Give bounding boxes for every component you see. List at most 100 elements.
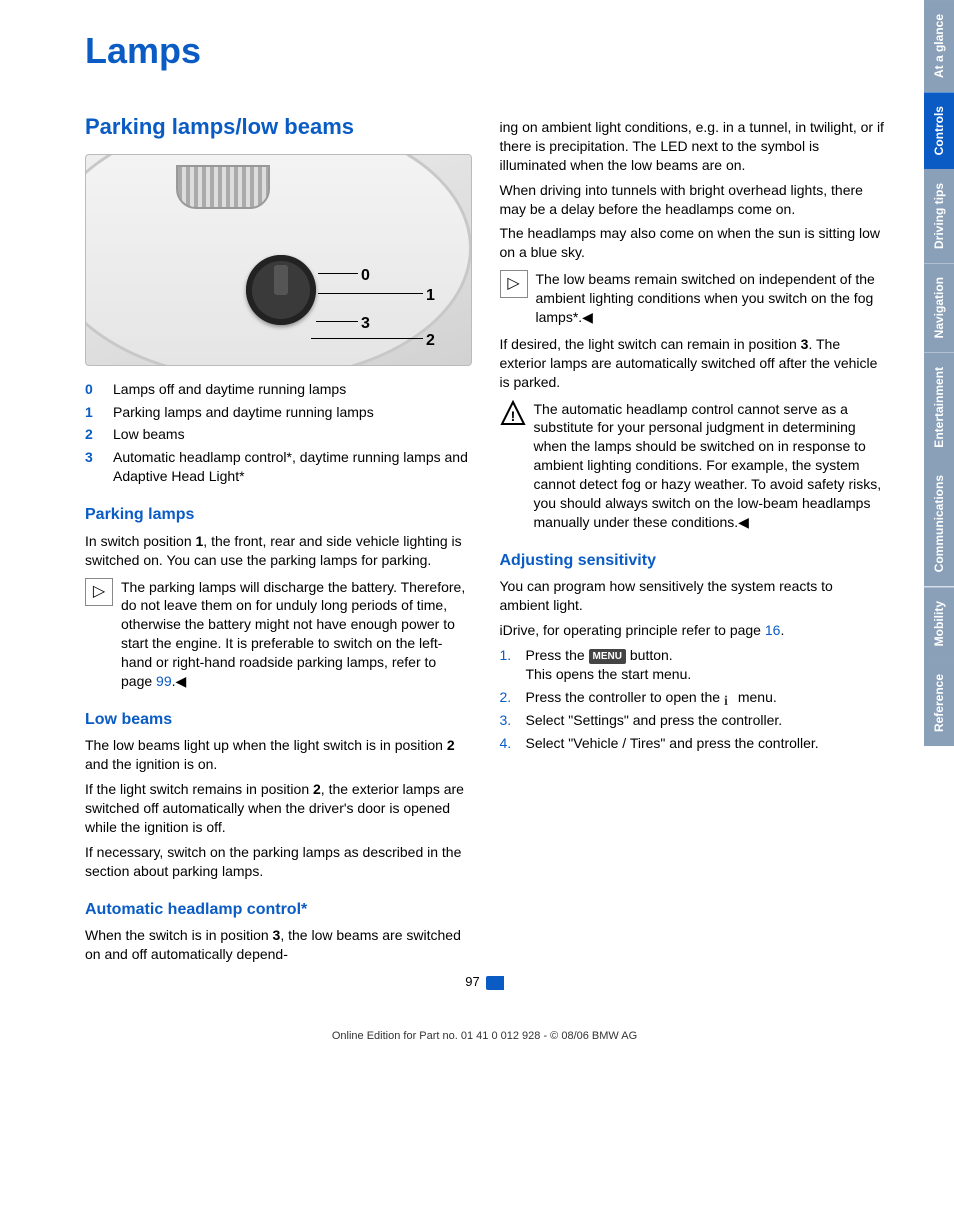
callout-line	[318, 293, 423, 294]
text: If the light switch remains in position	[85, 781, 313, 797]
step-number: 1.	[500, 646, 526, 684]
adjust-p1: You can program how sensitively the syst…	[500, 577, 885, 615]
legend-text: Lamps off and daytime running lamps	[113, 380, 346, 399]
left-column: Parking lamps/low beams 0 1 2 3 0Lamps o	[85, 112, 470, 970]
legend-num: 2	[85, 425, 113, 444]
tab-at-a-glance[interactable]: At a glance	[924, 0, 954, 92]
info-note: ▷ The parking lamps will discharge the b…	[85, 578, 470, 691]
step-number: 2.	[500, 688, 526, 707]
callout-3: 3	[361, 313, 370, 335]
text: button.	[626, 647, 673, 663]
steps-list: 1. Press the MENU button. This opens the…	[500, 646, 885, 752]
legend-list: 0Lamps off and daytime running lamps 1Pa…	[85, 380, 470, 486]
callout-line	[318, 273, 358, 274]
callout-line	[311, 338, 423, 339]
text: If desired, the light switch can remain …	[500, 336, 801, 352]
info-icon: ▷	[500, 270, 528, 298]
low-beams-p3: If necessary, switch on the parking lamp…	[85, 843, 470, 881]
text: Press the controller to open the	[526, 689, 724, 705]
content-area: Lamps Parking lamps/low beams 0 1 2 3	[0, 0, 924, 1213]
legend-item: 1Parking lamps and daytime running lamps	[85, 403, 470, 422]
air-vent-shape	[176, 165, 270, 209]
legend-item: 3Automatic headlamp control*, daytime ru…	[85, 448, 470, 486]
adjust-p2: iDrive, for operating principle refer to…	[500, 621, 885, 640]
legend-item: 0Lamps off and daytime running lamps	[85, 380, 470, 399]
i-menu-icon	[724, 691, 734, 705]
auto-head-p3: When driving into tunnels with bright ov…	[500, 181, 885, 219]
step-item: 4. Select "Vehicle / Tires" and press th…	[500, 734, 885, 753]
text: .	[780, 622, 784, 638]
heading-parking-lamps: Parking lamps	[85, 504, 470, 526]
switch-position-num: 2	[313, 781, 321, 797]
two-columns: Parking lamps/low beams 0 1 2 3 0Lamps o	[85, 112, 884, 970]
low-beams-p2: If the light switch remains in position …	[85, 780, 470, 837]
right-column: ing on ambient light conditions, e.g. in…	[500, 112, 885, 970]
legend-text: Automatic headlamp control*, daytime run…	[113, 448, 470, 486]
warning-icon: !	[500, 400, 526, 426]
text: and the ignition is on.	[85, 756, 217, 772]
switch-position-num: 2	[447, 737, 455, 753]
legend-num: 0	[85, 380, 113, 399]
parking-lamps-intro: In switch position 1, the front, rear an…	[85, 532, 470, 570]
callout-line	[316, 321, 358, 322]
light-switch-dial	[246, 255, 316, 325]
side-tabs: At a glance Controls Driving tips Naviga…	[924, 0, 954, 1213]
page-number: 97	[465, 974, 479, 989]
auto-head-p1: When the switch is in position 3, the lo…	[85, 926, 470, 964]
svg-text:!: !	[510, 408, 515, 424]
page: Lamps Parking lamps/low beams 0 1 2 3	[0, 0, 954, 1213]
tab-driving-tips[interactable]: Driving tips	[924, 169, 954, 263]
callout-0: 0	[361, 265, 370, 287]
low-beams-p1: The low beams light up when the light sw…	[85, 736, 470, 774]
info-note: ▷ The low beams remain switched on indep…	[500, 270, 885, 327]
page-number-marker	[486, 976, 504, 990]
warning-text: The automatic headlamp control cannot se…	[534, 400, 885, 532]
heading-auto-headlamp: Automatic headlamp control*	[85, 899, 470, 921]
step-item: 3. Select "Settings" and press the contr…	[500, 711, 885, 730]
text: iDrive, for operating principle refer to…	[500, 622, 765, 638]
heading-adjusting-sensitivity: Adjusting sensitivity	[500, 550, 885, 572]
note-text: The parking lamps will discharge the bat…	[121, 578, 470, 691]
footer-text: Online Edition for Part no. 01 41 0 012 …	[85, 1030, 884, 1042]
step-text: Select "Vehicle / Tires" and press the c…	[526, 734, 819, 753]
tab-navigation[interactable]: Navigation	[924, 263, 954, 352]
page-ref-link[interactable]: 99	[156, 673, 172, 689]
page-ref-link[interactable]: 16	[765, 622, 781, 638]
legend-num: 1	[85, 403, 113, 422]
legend-num: 3	[85, 448, 113, 486]
auto-head-p2: ing on ambient light conditions, e.g. in…	[500, 118, 885, 175]
text: In switch position	[85, 533, 196, 549]
text: When the switch is in position	[85, 927, 273, 943]
step-item: 1. Press the MENU button. This opens the…	[500, 646, 885, 684]
step-text: Select "Settings" and press the controll…	[526, 711, 783, 730]
step-number: 4.	[500, 734, 526, 753]
light-switch-figure: 0 1 2 3	[85, 154, 472, 366]
callout-2: 2	[426, 330, 435, 352]
callout-1: 1	[426, 285, 435, 307]
legend-text: Parking lamps and daytime running lamps	[113, 403, 374, 422]
step-number: 3.	[500, 711, 526, 730]
auto-head-p5: If desired, the light switch can remain …	[500, 335, 885, 392]
step-text: Press the MENU button. This opens the st…	[526, 646, 692, 684]
text: Press the	[526, 647, 589, 663]
warning-note: ! The automatic headlamp control cannot …	[500, 400, 885, 532]
page-title: Lamps	[85, 30, 884, 72]
tab-mobility[interactable]: Mobility	[924, 587, 954, 660]
info-icon: ▷	[85, 578, 113, 606]
tab-communications[interactable]: Communications	[924, 461, 954, 586]
page-number-row: 97	[85, 974, 884, 990]
tab-reference[interactable]: Reference	[924, 660, 954, 746]
step-text: Press the controller to open the menu.	[526, 688, 777, 707]
legend-item: 2Low beams	[85, 425, 470, 444]
note-text: The low beams remain switched on indepen…	[536, 270, 885, 327]
text: This opens the start menu.	[526, 666, 692, 682]
auto-head-p4: The headlamps may also come on when the …	[500, 224, 885, 262]
step-item: 2. Press the controller to open the menu…	[500, 688, 885, 707]
tab-controls[interactable]: Controls	[924, 92, 954, 169]
tab-entertainment[interactable]: Entertainment	[924, 353, 954, 462]
heading-low-beams: Low beams	[85, 709, 470, 731]
text: menu.	[734, 689, 777, 705]
note-end-mark: .◀	[172, 673, 187, 689]
text: The low beams light up when the light sw…	[85, 737, 447, 753]
menu-button-icon: MENU	[589, 649, 626, 665]
